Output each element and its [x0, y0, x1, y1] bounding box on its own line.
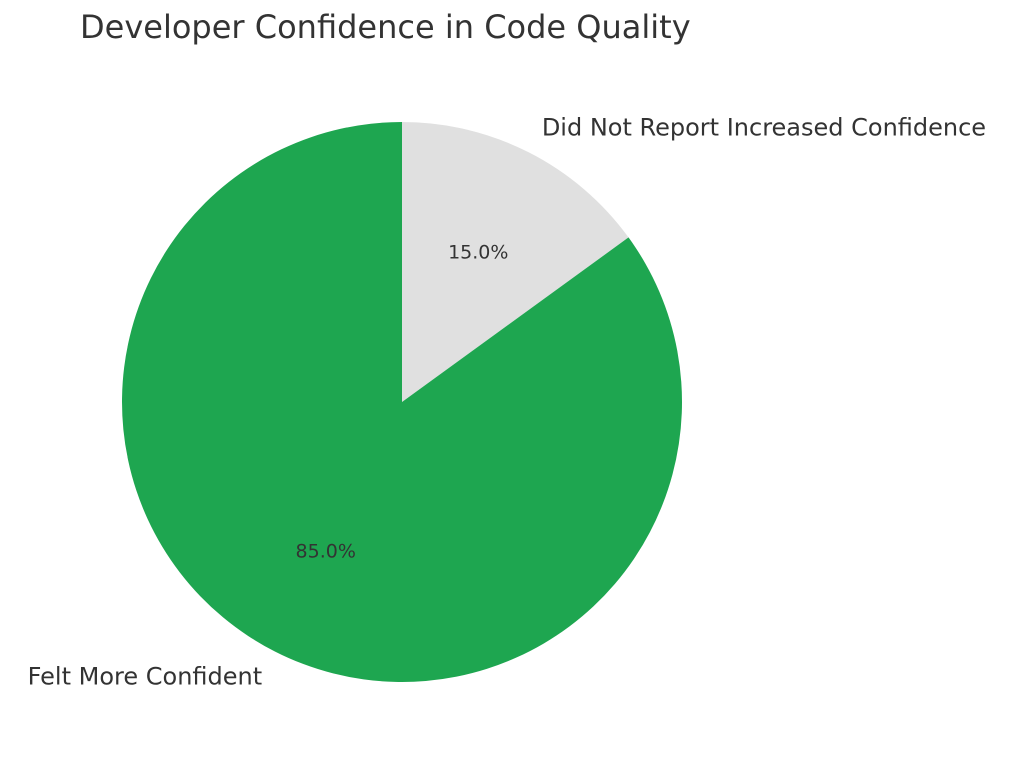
pie-percent-label-1: 85.0% — [296, 541, 356, 563]
pie-category-label-1: Felt More Confident — [28, 662, 262, 690]
chart-title: Developer Confidence in Code Quality — [80, 8, 691, 46]
pie-percent-label-0: 15.0% — [448, 241, 508, 263]
pie-category-label-0: Did Not Report Increased Confidence — [542, 114, 986, 142]
pie-slice-1 — [122, 121, 683, 682]
pie-slice-0 — [402, 122, 629, 402]
